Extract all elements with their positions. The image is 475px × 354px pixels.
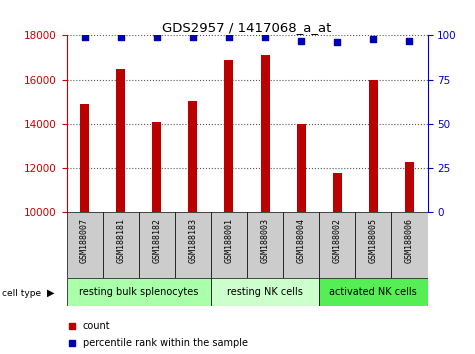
Text: GSM188003: GSM188003 — [261, 218, 269, 263]
Text: GSM188001: GSM188001 — [225, 218, 233, 263]
Bar — [355, 212, 391, 278]
Text: GSM188182: GSM188182 — [152, 218, 161, 263]
Bar — [332, 172, 342, 212]
Text: cell type: cell type — [2, 289, 41, 298]
Bar — [283, 212, 319, 278]
Bar — [247, 212, 283, 278]
Point — [406, 38, 413, 44]
Point — [153, 34, 161, 40]
Text: resting bulk splenocytes: resting bulk splenocytes — [79, 287, 199, 297]
Point — [81, 34, 88, 40]
Bar — [116, 69, 125, 212]
Bar — [224, 60, 234, 212]
Bar — [211, 278, 319, 306]
Point — [117, 34, 124, 40]
Text: GSM188006: GSM188006 — [405, 218, 414, 263]
Text: activated NK cells: activated NK cells — [330, 287, 417, 297]
Text: GSM188181: GSM188181 — [116, 218, 125, 263]
Text: GSM188007: GSM188007 — [80, 218, 89, 263]
Text: percentile rank within the sample: percentile rank within the sample — [83, 338, 248, 348]
Point — [261, 34, 269, 40]
Text: ▶: ▶ — [47, 288, 54, 298]
Point — [333, 40, 341, 45]
Bar — [405, 161, 414, 212]
Bar — [139, 212, 175, 278]
Point — [370, 36, 377, 42]
Bar — [260, 55, 270, 212]
Bar — [175, 212, 211, 278]
Bar — [211, 212, 247, 278]
Bar — [296, 124, 306, 212]
Text: resting NK cells: resting NK cells — [227, 287, 303, 297]
Bar — [66, 212, 103, 278]
Text: GSM188002: GSM188002 — [333, 218, 342, 263]
Bar — [66, 278, 211, 306]
Text: count: count — [83, 321, 110, 331]
Bar — [319, 212, 355, 278]
Text: GSM188004: GSM188004 — [297, 218, 305, 263]
Bar — [80, 104, 89, 212]
Bar — [319, 278, 428, 306]
Text: GSM188005: GSM188005 — [369, 218, 378, 263]
Bar — [391, 212, 428, 278]
Point — [189, 34, 197, 40]
Bar — [103, 212, 139, 278]
Title: GDS2957 / 1417068_a_at: GDS2957 / 1417068_a_at — [162, 21, 332, 34]
Bar — [369, 80, 378, 212]
Text: GSM188183: GSM188183 — [189, 218, 197, 263]
Bar — [152, 122, 162, 212]
Point — [297, 38, 305, 44]
Point — [225, 34, 233, 40]
Bar — [188, 101, 198, 212]
